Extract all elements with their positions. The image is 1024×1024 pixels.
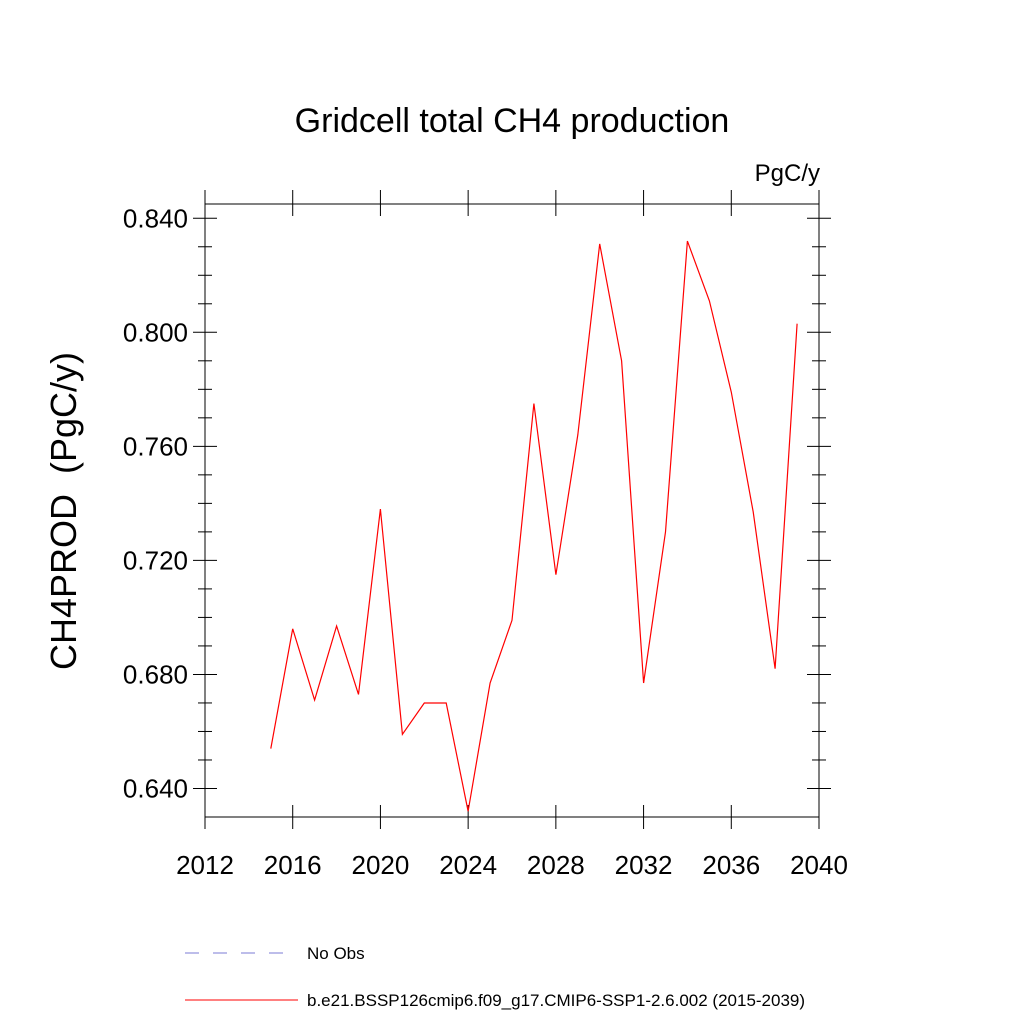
chart-title: Gridcell total CH4 production xyxy=(295,102,730,140)
x-tick-label: 2024 xyxy=(439,850,497,880)
data-series xyxy=(270,240,798,812)
x-tick-label: 2020 xyxy=(352,850,410,880)
legend-label-ssp126: b.e21.BSSP126cmip6.f09_g17.CMIP6-SSP1-2.… xyxy=(307,991,805,1010)
y-tick-label: 0.760 xyxy=(123,431,188,461)
legend-label-no-obs: No Obs xyxy=(307,944,365,963)
y-tick-label: 0.800 xyxy=(123,317,188,347)
y-axis-label: CH4PROD (PgC/y) xyxy=(43,352,84,670)
plot-frame xyxy=(204,203,820,818)
tick-labels: 2012 2016 2020 2024 2028 2032 2036 2040 0.640 0.6… xyxy=(123,203,848,880)
x-tick-label: 2032 xyxy=(615,850,673,880)
x-tick-label: 2040 xyxy=(790,850,848,880)
y-tick-label: 0.840 xyxy=(123,203,188,233)
y-tick-label: 0.640 xyxy=(123,773,188,803)
x-tick-label: 2016 xyxy=(264,850,322,880)
x-tick-label: 2036 xyxy=(702,850,760,880)
y-tick-label: 0.720 xyxy=(123,545,188,575)
legend: No Obs b.e21.BSSP126cmip6.f09_g17.CMIP6-… xyxy=(185,944,805,1010)
y-tick-label: 0.680 xyxy=(123,659,188,689)
axis-ticks xyxy=(193,190,831,829)
x-tick-label: 2012 xyxy=(176,850,234,880)
series-line-0 xyxy=(270,240,798,812)
units-label: PgC/y xyxy=(755,160,820,187)
x-tick-label: 2028 xyxy=(527,850,585,880)
